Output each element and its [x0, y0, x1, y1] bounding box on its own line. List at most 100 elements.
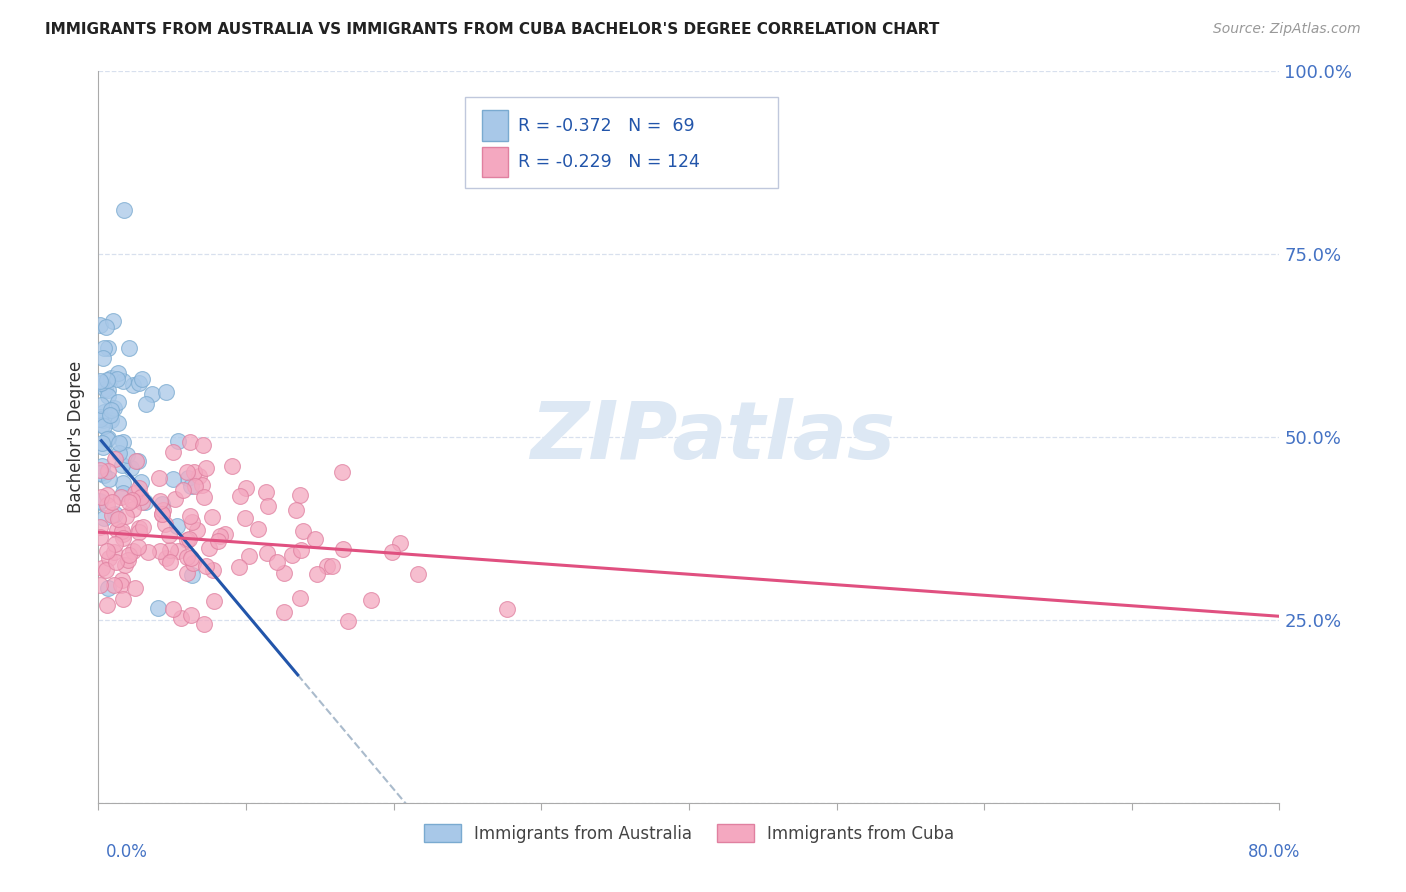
Point — [163, 492, 186, 507]
Point — [111, 527, 134, 541]
Point — [141, 387, 163, 401]
Point — [91, 458, 114, 473]
Point — [97, 472, 120, 486]
Point — [124, 581, 146, 595]
Point — [381, 545, 404, 559]
Point — [90, 398, 112, 412]
Point — [105, 523, 128, 537]
Point — [150, 507, 173, 521]
Point — [100, 412, 122, 426]
Point — [90, 418, 112, 433]
Point — [408, 566, 430, 581]
Point — [197, 541, 219, 555]
Point — [107, 416, 129, 430]
Point — [89, 318, 111, 332]
Point — [150, 508, 173, 522]
Point — [103, 401, 125, 415]
Point — [284, 503, 307, 517]
Point — [304, 532, 326, 546]
Point — [98, 408, 121, 422]
Point — [122, 501, 145, 516]
Point — [256, 547, 278, 561]
Point — [107, 366, 129, 380]
Point — [108, 445, 131, 459]
Point — [247, 522, 270, 536]
Point — [194, 559, 217, 574]
Point — [167, 434, 190, 449]
Point — [97, 383, 120, 397]
Text: R = -0.372   N =  69: R = -0.372 N = 69 — [517, 117, 695, 135]
Point — [148, 600, 170, 615]
Point — [103, 545, 125, 559]
Point — [107, 512, 129, 526]
Text: IMMIGRANTS FROM AUSTRALIA VS IMMIGRANTS FROM CUBA BACHELOR'S DEGREE CORRELATION : IMMIGRANTS FROM AUSTRALIA VS IMMIGRANTS … — [45, 22, 939, 37]
Point — [180, 478, 202, 492]
Point — [166, 519, 188, 533]
Y-axis label: Bachelor's Degree: Bachelor's Degree — [67, 361, 86, 513]
Point — [155, 384, 177, 399]
Point — [104, 452, 127, 467]
Point — [89, 531, 111, 545]
Text: 80.0%: 80.0% — [1249, 843, 1301, 861]
Point — [96, 598, 118, 612]
Point — [128, 481, 150, 495]
Point — [91, 436, 114, 450]
Point — [155, 516, 177, 531]
Point — [179, 533, 201, 547]
Point — [495, 601, 517, 615]
Point — [114, 509, 136, 524]
Point — [122, 378, 145, 392]
Point — [111, 485, 134, 500]
Point — [166, 544, 188, 558]
Point — [128, 525, 150, 540]
Point — [89, 374, 111, 388]
Point — [191, 477, 214, 491]
Text: 0.0%: 0.0% — [105, 843, 148, 861]
Point — [214, 527, 236, 541]
Point — [117, 449, 139, 463]
Point — [117, 552, 139, 566]
Point — [118, 341, 141, 355]
Point — [193, 616, 215, 631]
Point — [159, 543, 181, 558]
Point — [201, 509, 224, 524]
Point — [155, 551, 177, 566]
Point — [273, 605, 295, 619]
Point — [121, 493, 143, 508]
Point — [125, 453, 148, 467]
Text: Source: ZipAtlas.com: Source: ZipAtlas.com — [1213, 22, 1361, 37]
Point — [96, 433, 118, 447]
Point — [157, 527, 180, 541]
Point — [89, 463, 111, 477]
Point — [388, 535, 411, 549]
Point — [96, 488, 118, 502]
Point — [254, 485, 277, 500]
Point — [100, 403, 122, 417]
Point — [111, 374, 134, 388]
Point — [96, 498, 118, 512]
Point — [89, 520, 111, 534]
Point — [202, 593, 225, 607]
Point — [89, 495, 111, 509]
Point — [93, 342, 115, 356]
Point — [332, 541, 354, 556]
Point — [183, 557, 205, 571]
Point — [273, 566, 295, 581]
Point — [127, 541, 149, 555]
Point — [107, 395, 129, 409]
Point — [135, 397, 157, 411]
Point — [316, 558, 339, 573]
Point — [127, 453, 149, 467]
Point — [305, 567, 328, 582]
Point — [124, 485, 146, 500]
Point — [128, 376, 150, 390]
Point — [280, 548, 302, 562]
Point — [221, 459, 243, 474]
Point — [103, 314, 125, 328]
Point — [97, 464, 120, 478]
Point — [114, 558, 136, 572]
Point — [134, 495, 156, 509]
Point — [172, 483, 194, 497]
Point — [97, 342, 120, 356]
Point — [91, 561, 114, 575]
